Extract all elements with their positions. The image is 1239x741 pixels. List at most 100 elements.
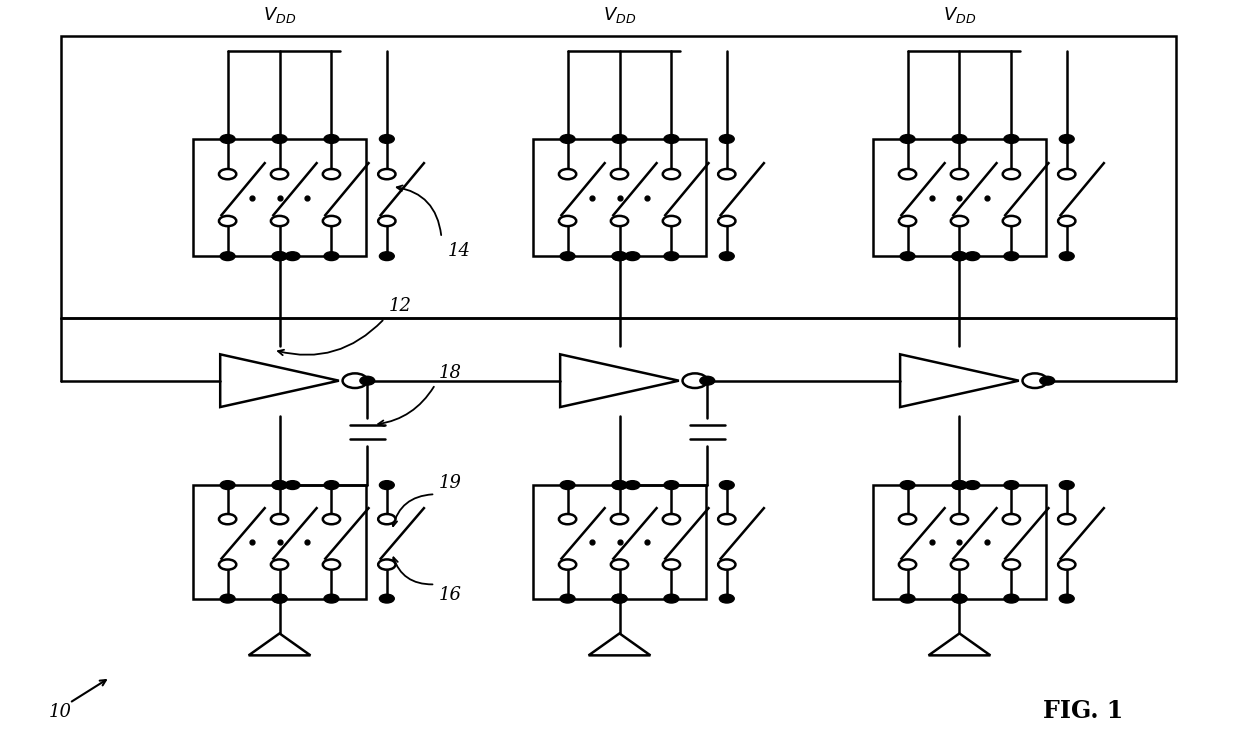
Circle shape (323, 514, 341, 525)
Circle shape (965, 481, 980, 490)
Circle shape (1002, 216, 1020, 226)
Circle shape (221, 252, 235, 261)
Circle shape (663, 216, 680, 226)
Circle shape (720, 594, 735, 603)
Circle shape (379, 135, 394, 143)
Circle shape (273, 135, 287, 143)
Bar (533, 139, 706, 256)
Circle shape (219, 216, 237, 226)
Circle shape (221, 594, 235, 603)
Circle shape (1059, 481, 1074, 490)
Circle shape (612, 594, 627, 603)
Circle shape (559, 216, 576, 226)
Circle shape (664, 481, 679, 490)
Circle shape (612, 481, 627, 490)
Circle shape (273, 481, 287, 490)
Circle shape (898, 216, 916, 226)
Circle shape (273, 252, 287, 261)
Circle shape (325, 135, 339, 143)
Circle shape (221, 481, 235, 490)
Circle shape (343, 373, 367, 388)
Circle shape (1059, 594, 1074, 603)
Circle shape (719, 559, 736, 570)
Bar (193, 139, 366, 256)
Circle shape (271, 514, 289, 525)
Circle shape (624, 252, 639, 261)
Circle shape (719, 514, 736, 525)
Circle shape (952, 594, 966, 603)
Circle shape (1058, 514, 1075, 525)
Circle shape (271, 169, 289, 179)
Circle shape (219, 169, 237, 179)
Circle shape (379, 481, 394, 490)
Circle shape (560, 135, 575, 143)
Circle shape (612, 594, 627, 603)
Circle shape (950, 169, 968, 179)
Circle shape (323, 559, 341, 570)
Circle shape (559, 169, 576, 179)
Circle shape (1002, 514, 1020, 525)
Circle shape (950, 216, 968, 226)
Circle shape (612, 252, 627, 261)
Circle shape (323, 216, 341, 226)
Circle shape (624, 481, 639, 490)
Circle shape (323, 169, 341, 179)
Bar (533, 485, 706, 599)
Text: FIG. 1: FIG. 1 (1043, 700, 1124, 723)
Circle shape (285, 252, 300, 261)
Circle shape (273, 252, 287, 261)
Circle shape (898, 514, 916, 525)
Circle shape (663, 514, 680, 525)
Circle shape (900, 594, 914, 603)
Text: 19: 19 (439, 474, 462, 492)
Circle shape (900, 481, 914, 490)
Text: $V_{DD}$: $V_{DD}$ (603, 5, 636, 25)
Circle shape (379, 594, 394, 603)
Circle shape (720, 135, 735, 143)
Circle shape (559, 559, 576, 570)
Circle shape (1059, 135, 1074, 143)
Circle shape (378, 169, 395, 179)
Circle shape (664, 252, 679, 261)
Text: $V_{DD}$: $V_{DD}$ (943, 5, 976, 25)
Text: $V_{DD}$: $V_{DD}$ (263, 5, 296, 25)
Bar (873, 485, 1046, 599)
Circle shape (219, 559, 237, 570)
Circle shape (1004, 481, 1018, 490)
Bar (61, 36, 1176, 319)
Circle shape (221, 135, 235, 143)
Circle shape (720, 252, 735, 261)
Circle shape (683, 373, 707, 388)
Circle shape (1002, 559, 1020, 570)
Circle shape (900, 135, 914, 143)
Circle shape (1058, 559, 1075, 570)
Circle shape (219, 514, 237, 525)
Circle shape (359, 376, 374, 385)
Circle shape (1002, 169, 1020, 179)
Circle shape (378, 559, 395, 570)
Circle shape (1040, 376, 1054, 385)
Circle shape (325, 252, 339, 261)
Circle shape (898, 169, 916, 179)
Circle shape (898, 559, 916, 570)
Circle shape (952, 252, 966, 261)
Circle shape (325, 481, 339, 490)
Circle shape (664, 594, 679, 603)
Circle shape (952, 594, 966, 603)
Circle shape (612, 481, 627, 490)
Circle shape (560, 252, 575, 261)
Text: 12: 12 (388, 296, 411, 315)
Circle shape (719, 169, 736, 179)
Circle shape (560, 481, 575, 490)
Circle shape (720, 481, 735, 490)
Text: 16: 16 (439, 586, 462, 604)
Circle shape (273, 481, 287, 490)
Bar (873, 139, 1046, 256)
Circle shape (663, 169, 680, 179)
Circle shape (965, 252, 980, 261)
Circle shape (952, 481, 966, 490)
Circle shape (950, 559, 968, 570)
Text: 18: 18 (439, 364, 462, 382)
Circle shape (271, 559, 289, 570)
Circle shape (952, 252, 966, 261)
